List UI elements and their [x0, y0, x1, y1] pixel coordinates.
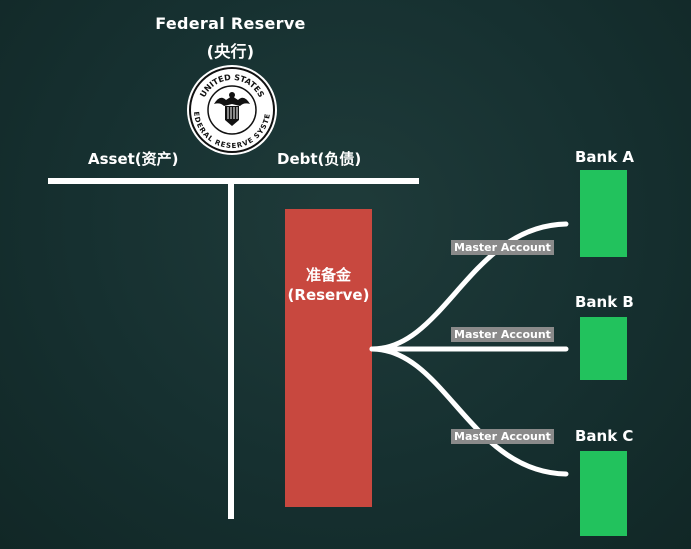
reserve-block [285, 209, 372, 507]
bank-b-block [580, 317, 627, 380]
reserve-label-cn: 准备金 [305, 266, 351, 284]
debt-label: Debt(负债) [277, 150, 362, 168]
eagle-icon [214, 92, 250, 126]
bank-b-label: Bank B [575, 293, 634, 311]
t-account-vertical-line [228, 181, 234, 519]
master-account-tag-c: Master Account [451, 429, 554, 444]
reserve-label-en: (Reserve) [287, 286, 370, 304]
asset-label: Asset(资产) [88, 150, 179, 168]
central-bank-title: Federal Reserve [155, 14, 306, 33]
federal-reserve-seal: UNITED STATES FEDERAL RESERVE SYSTEM [183, 64, 278, 156]
bank-c-label: Bank C [575, 427, 634, 445]
master-account-tag-b: Master Account [451, 327, 554, 342]
central-bank-subtitle: (央行) [206, 42, 255, 61]
bank-a-block [580, 170, 627, 257]
bank-c-block [580, 451, 627, 536]
connection-curve-bank-a [369, 221, 569, 352]
connection-curve-bank-c [369, 346, 569, 477]
master-account-tag-a: Master Account [451, 240, 554, 255]
bank-a-label: Bank A [575, 148, 635, 166]
